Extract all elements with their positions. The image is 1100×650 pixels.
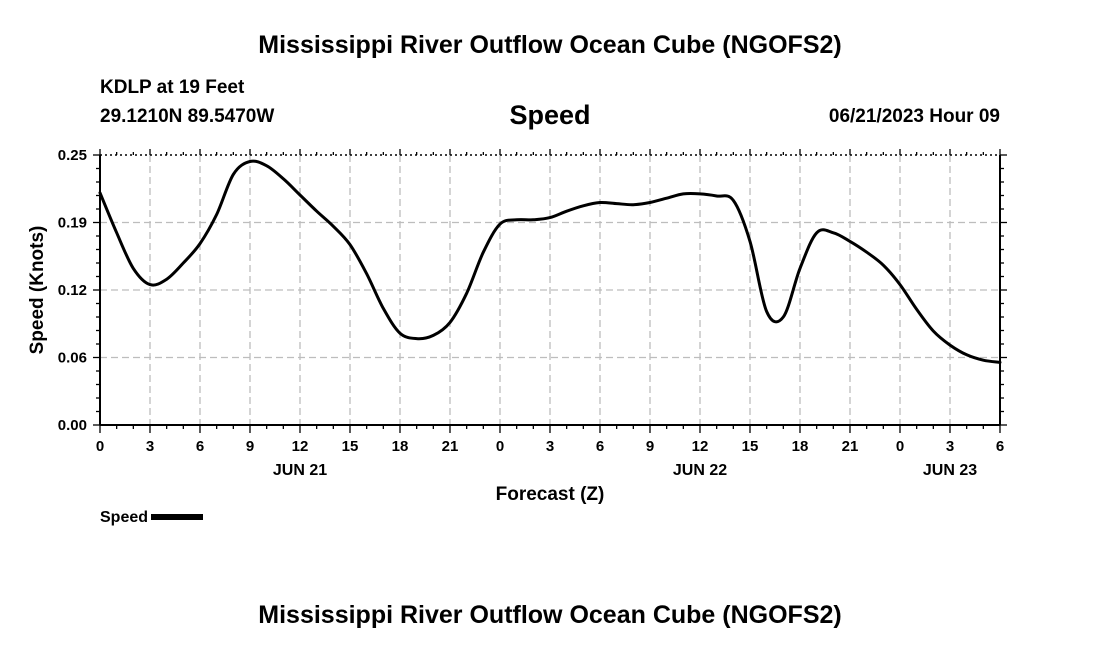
x-tick-label: 6 <box>196 438 204 455</box>
speed-series-line <box>98 159 1002 364</box>
x-tick-label: 9 <box>646 438 654 455</box>
y-tick-label: 0.12 <box>58 282 87 299</box>
x-tick-label: 18 <box>792 438 809 455</box>
x-tick-label: 0 <box>896 438 904 455</box>
y-tick-label: 0.00 <box>58 417 87 434</box>
x-axis-label: Forecast (Z) <box>496 484 605 505</box>
y-axis-label: Speed (Knots) <box>27 226 48 355</box>
chart-title: Mississippi River Outflow Ocean Cube (NG… <box>258 31 842 59</box>
date-label: JUN 22 <box>673 462 727 479</box>
x-tick-label: 21 <box>842 438 859 455</box>
legend-label: Speed <box>100 509 149 526</box>
y-tick-label: 0.19 <box>58 215 87 232</box>
x-tick-label: 0 <box>96 438 104 455</box>
y-tick-label: 0.06 <box>58 350 87 367</box>
y-tick-label: 0.25 <box>58 147 87 164</box>
x-tick-label: 3 <box>946 438 954 455</box>
x-tick-label: 3 <box>546 438 554 455</box>
station-coordinates: 29.1210N 89.5470W <box>100 106 275 127</box>
x-tick-label: 6 <box>596 438 604 455</box>
date-label: JUN 21 <box>273 462 327 479</box>
x-tick-label: 6 <box>996 438 1004 455</box>
legend-swatch <box>151 513 204 520</box>
x-tick-label: 9 <box>246 438 254 455</box>
date-label: JUN 23 <box>923 462 977 479</box>
footer-title: Mississippi River Outflow Ocean Cube (NG… <box>258 601 842 629</box>
x-tick-label: 18 <box>392 438 409 455</box>
x-tick-label: 15 <box>342 438 359 455</box>
forecast-datetime: 06/21/2023 Hour 09 <box>828 106 1000 127</box>
x-tick-label: 12 <box>692 438 709 455</box>
chart-subtitle: Speed <box>509 100 591 130</box>
x-tick-label: 3 <box>146 438 154 455</box>
x-tick-label: 21 <box>442 438 459 455</box>
x-tick-label: 0 <box>496 438 504 455</box>
x-tick-label: 15 <box>742 438 759 455</box>
station-label: KDLP at 19 Feet <box>100 77 245 98</box>
x-tick-label: 12 <box>292 438 309 455</box>
legend: Speed <box>100 509 204 527</box>
